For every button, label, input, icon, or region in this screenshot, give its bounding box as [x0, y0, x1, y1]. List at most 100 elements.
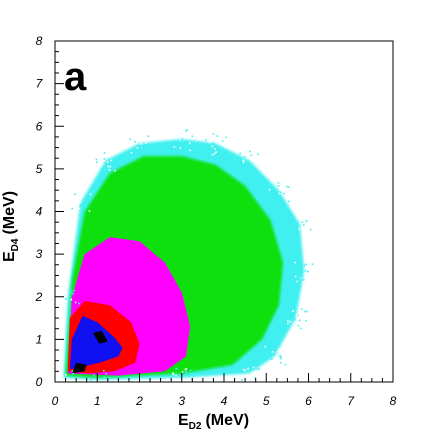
- speckle-bin: [245, 374, 248, 376]
- speckle-bin: [292, 310, 294, 312]
- speckle-bin: [247, 367, 249, 370]
- speckle-bin: [242, 161, 245, 164]
- speckle-bin: [289, 320, 292, 323]
- speckle-bin: [192, 375, 194, 377]
- speckle-bin: [73, 195, 76, 198]
- speckle-bin: [77, 206, 80, 209]
- speckle-bin: [103, 370, 105, 372]
- speckle-bin: [244, 369, 247, 372]
- speckle-bin: [78, 198, 81, 201]
- speckle-bin: [303, 310, 306, 313]
- y-tick-label: 7: [36, 77, 44, 91]
- speckle-bin: [279, 198, 282, 200]
- speckle-bin: [295, 328, 298, 330]
- speckle-bin: [283, 182, 286, 184]
- speckle-bin: [249, 170, 252, 173]
- x-axis-title-main: E: [178, 412, 189, 429]
- speckle-bin: [93, 374, 95, 377]
- speckle-bin: [188, 142, 191, 145]
- speckle-bin: [214, 148, 216, 150]
- speckle-bin: [306, 310, 308, 313]
- speckle-bin: [259, 378, 261, 380]
- speckle-bin: [274, 348, 277, 351]
- speckle-bin: [248, 379, 250, 382]
- speckle-bin: [281, 366, 284, 368]
- speckle-bin: [71, 207, 73, 210]
- speckle-bin: [276, 351, 279, 353]
- speckle-bin: [283, 192, 285, 195]
- speckle-bin: [64, 300, 67, 302]
- speckle-bin: [264, 345, 266, 348]
- speckle-bin: [309, 228, 312, 231]
- speckle-bin: [107, 165, 109, 168]
- speckle-bin: [107, 377, 110, 379]
- speckle-bin: [189, 369, 192, 371]
- speckle-bin: [206, 149, 209, 151]
- y-tick-label: 1: [36, 332, 43, 346]
- speckle-bin: [173, 146, 176, 148]
- speckle-bin: [295, 269, 297, 272]
- speckle-bin: [70, 298, 73, 301]
- speckle-bin: [249, 150, 251, 153]
- y-tick-label: 4: [36, 205, 43, 219]
- speckle-bin: [64, 298, 67, 300]
- x-tick-label: 8: [390, 394, 397, 408]
- speckle-bin: [136, 147, 139, 149]
- speckle-bin: [278, 354, 281, 357]
- x-tick-label: 0: [52, 394, 59, 408]
- speckle-bin: [290, 215, 292, 218]
- speckle-bin: [74, 301, 77, 304]
- x-axis-tick-labels: 0 1 2 3 4 5 6 7 8: [52, 394, 397, 408]
- speckle-bin: [140, 143, 143, 145]
- speckle-bin: [298, 319, 301, 322]
- speckle-bin: [294, 261, 296, 264]
- speckle-bin: [225, 136, 227, 139]
- density-region-level-5: [69, 315, 123, 370]
- speckle-bin: [71, 370, 74, 372]
- speckle-bin: [252, 366, 255, 369]
- speckle-bin: [140, 149, 142, 152]
- speckle-bin: [221, 135, 224, 137]
- speckle-bin: [145, 142, 147, 144]
- speckle-bin: [271, 351, 274, 353]
- speckle-bin: [290, 218, 293, 221]
- speckle-bin: [140, 145, 143, 147]
- x-tick-label: 4: [221, 394, 228, 408]
- y-axis-title-main: E: [1, 251, 18, 262]
- speckle-bin: [307, 270, 309, 273]
- speckle-bin: [300, 308, 303, 310]
- speckle-bin: [110, 152, 113, 154]
- speckle-bin: [286, 185, 288, 188]
- speckle-bin: [89, 379, 92, 382]
- speckle-bin: [185, 370, 187, 373]
- speckle-bin: [301, 221, 304, 223]
- speckle-bin: [297, 324, 300, 327]
- speckle-bin: [106, 154, 108, 157]
- speckle-bin: [280, 361, 282, 364]
- speckle-bin: [103, 376, 106, 378]
- speckle-bin: [250, 156, 252, 159]
- speckle-bin: [173, 378, 176, 380]
- speckle-bin: [110, 159, 113, 162]
- speckle-bin: [212, 133, 215, 135]
- speckle-bin: [247, 170, 250, 172]
- speckle-bin: [142, 137, 144, 140]
- speckle-bin: [287, 186, 290, 188]
- speckle-bin: [308, 263, 310, 266]
- speckle-bin: [181, 370, 184, 373]
- speckle-bin: [305, 220, 308, 222]
- speckle-bin: [280, 357, 282, 360]
- speckle-bin: [186, 129, 188, 131]
- x-tick-label: 1: [94, 394, 101, 408]
- speckle-bin: [302, 281, 305, 283]
- speckle-bin: [252, 368, 255, 370]
- speckle-bin: [239, 152, 241, 155]
- speckle-bin: [257, 374, 259, 377]
- x-tick-label: 6: [305, 394, 312, 408]
- speckle-bin: [179, 139, 182, 141]
- speckle-bin: [268, 188, 271, 191]
- y-axis-tick-labels: 0 1 2 3 4 5 6 7 8: [35, 34, 44, 389]
- speckle-bin: [257, 153, 259, 156]
- density-region-level-6: [71, 362, 87, 374]
- speckle-bin: [288, 200, 290, 203]
